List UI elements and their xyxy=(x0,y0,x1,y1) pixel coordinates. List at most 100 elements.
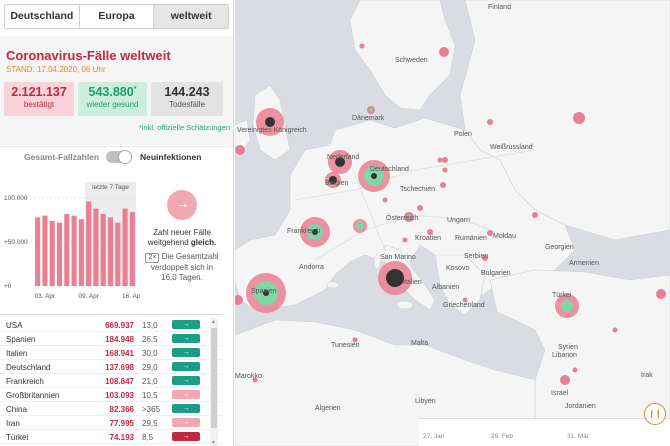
map-label-serbien: Serbien xyxy=(464,253,489,260)
trend-arrow-icon: → xyxy=(172,348,200,357)
country-cases: 184.948 xyxy=(105,335,134,344)
scroll-up-icon[interactable]: ▲ xyxy=(211,319,216,325)
doubling-days: 8,5 xyxy=(142,433,154,442)
stand-label: STAND: xyxy=(6,65,35,74)
map-label-nederland: Nederland xyxy=(327,154,360,161)
tab-europa[interactable]: Europa xyxy=(79,5,155,28)
doubling-badge: 2× xyxy=(145,253,160,263)
map-label-marokko: Marokko xyxy=(235,373,262,380)
map-label-dänemark: Dänemark xyxy=(352,115,385,122)
tab-weltweit[interactable]: weltweit xyxy=(154,5,229,28)
new-cases-chart: letzte 7 Tage 100.000 +50.000 +0 03. Apr 09. … xyxy=(4,182,140,300)
chart-bar xyxy=(56,222,63,286)
doubling-days: >365 xyxy=(142,405,161,414)
toggle-knob[interactable] xyxy=(118,150,132,164)
scroll-down-icon[interactable]: ▼ xyxy=(211,440,216,446)
country-table: USA 669.937 13,0 → Spanien 184.948 26,5 → Italie… xyxy=(0,314,222,446)
map-label-schweden: Schweden xyxy=(395,57,428,64)
tab-deutschland[interactable]: Deutschland xyxy=(5,5,80,28)
map-label-armenien: Armenien xyxy=(569,260,599,267)
doubling-days: 29,0 xyxy=(142,363,158,372)
chart-bar xyxy=(42,215,48,286)
trend-arrow-icon: → xyxy=(172,404,200,413)
map-label-israel: Israel xyxy=(551,390,569,397)
country-cases: 168.941 xyxy=(105,349,134,358)
country-name: Italien xyxy=(6,349,28,358)
page-title: Coronavirus-Fälle weltweit xyxy=(6,48,171,63)
chart-bar xyxy=(93,208,99,286)
trend-summary: → Zahl neuer Fälle weitgehend gleich. 2×… xyxy=(144,190,220,283)
world-map[interactable]: Finland Schweden Dänemark Vereinigtes König… xyxy=(235,0,670,446)
stat-deaths: 144.243 Todesfälle xyxy=(151,82,223,116)
stand-line: STAND: 17.04.2020, 06 Uhr xyxy=(6,65,105,74)
recovered-label: wieder gesund xyxy=(86,100,139,109)
map-label-irak: Irak xyxy=(641,372,653,379)
deaths-value: 144.243 xyxy=(164,85,210,99)
country-name: Spanien xyxy=(6,335,36,344)
map-label-ungarn: Ungarn xyxy=(447,217,470,224)
table-row[interactable]: China 82.366 >365 → xyxy=(0,402,222,416)
table-row[interactable]: Großbritannien 103.093 10,5 → xyxy=(0,388,222,402)
chart-bar xyxy=(107,217,114,286)
country-cases: 108.847 xyxy=(105,377,134,386)
map-label-italien: Italien xyxy=(403,279,422,286)
recovered-value-wrap: 543.880* xyxy=(78,85,147,99)
map-label-bulgarien: Bulgarien xyxy=(481,270,511,277)
trend-arrow-icon: → xyxy=(172,432,200,441)
country-name: Deutschland xyxy=(6,363,51,372)
x-tick-label: 09. Apr xyxy=(78,293,99,300)
map-label-deutschland: Deutschland xyxy=(370,166,409,173)
map-label-algerien: Algerien xyxy=(315,405,341,412)
side-panel: Deutschland Europa weltweit Coronavirus-… xyxy=(0,0,234,446)
confirmed-label: bestätigt xyxy=(23,100,55,109)
table-row[interactable]: USA 669.937 13,0 → xyxy=(0,318,222,332)
table-row[interactable]: Spanien 184.948 26,5 → xyxy=(0,332,222,346)
arrow-right-icon: → xyxy=(167,190,197,220)
map-label-andorra: Andorra xyxy=(299,264,324,271)
doubling-text: 2× Die Gesamtzahl verdoppelt sich in 16,… xyxy=(144,252,220,283)
x-tick-label: 16. Apr xyxy=(122,293,140,300)
trend-text-b: gleich. xyxy=(190,238,217,247)
trend-arrow-icon: → xyxy=(172,362,200,371)
x-tick-label: 03. Apr xyxy=(35,293,56,300)
table-row[interactable]: Deutschland 137.698 29,0 → xyxy=(0,360,222,374)
y-tick-label: +0 xyxy=(4,283,12,290)
trend-arrow-icon: → xyxy=(172,376,200,385)
map-label-georgien: Georgien xyxy=(545,244,574,251)
mode-toggle[interactable] xyxy=(106,150,132,164)
deaths-label: Todesfälle xyxy=(168,100,206,109)
toggle-label-total[interactable]: Gesamt-Fallzahlen xyxy=(24,152,100,162)
map-label-moldau: Moldau xyxy=(493,233,516,240)
table-scrollbar[interactable]: ▲ ▼ xyxy=(210,318,218,446)
pause-icon[interactable]: ❙❙ xyxy=(644,403,666,425)
map-label-tschechien: Tschechien xyxy=(400,186,436,193)
table-row[interactable]: Italien 168.941 30,0 → xyxy=(0,346,222,360)
map-label-frankreich: Frankreich xyxy=(287,228,321,235)
doubling-days: 21,0 xyxy=(142,377,158,386)
country-cases: 669.937 xyxy=(105,321,134,330)
country-name: Großbritannien xyxy=(6,391,60,400)
timeline-tick-1: 29. Feb xyxy=(491,433,514,440)
scrollbar-thumb[interactable] xyxy=(211,328,217,428)
chart-bar xyxy=(115,222,121,286)
chart-bar xyxy=(64,213,70,286)
timeline-tick-2: 31. Mär xyxy=(567,433,590,440)
table-row[interactable]: Türkei 74.193 8,5 → xyxy=(0,430,222,444)
table-row[interactable]: Frankreich 108.847 21,0 → xyxy=(0,374,222,388)
toggle-label-new[interactable]: Neuinfektionen xyxy=(140,152,202,162)
map-label-rumänien: Rumänien xyxy=(455,235,487,242)
map-label-tunesien: Tunesien xyxy=(331,342,360,349)
chart-bar xyxy=(49,220,55,286)
table-row[interactable]: Iran 77.995 29,5 → xyxy=(0,416,222,430)
case-bubbles[interactable] xyxy=(235,43,666,386)
country-name: Iran xyxy=(6,419,20,428)
timeline-slider[interactable]: 27. Jan 29. Feb 31. Mär ❙❙ xyxy=(419,403,670,446)
trend-arrow-icon: → xyxy=(172,418,200,427)
trend-arrow-icon: → xyxy=(172,320,200,329)
map-label-kroatien: Kroatien xyxy=(415,235,442,242)
map-label-österreich: Österreich xyxy=(386,215,419,222)
map-label-malta: Malta xyxy=(411,340,429,347)
recovered-sup: * xyxy=(133,85,137,93)
country-name: Türkei xyxy=(6,433,29,442)
map-label-kosovo: Kosovo xyxy=(446,265,470,272)
